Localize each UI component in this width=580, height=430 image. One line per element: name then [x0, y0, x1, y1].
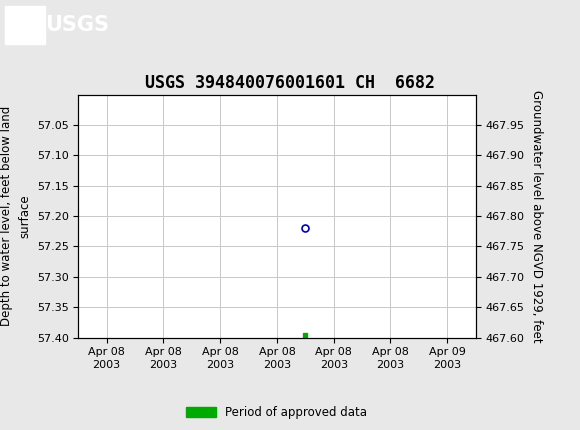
Y-axis label: Groundwater level above NGVD 1929, feet: Groundwater level above NGVD 1929, feet [530, 90, 543, 342]
Text: ▩: ▩ [5, 15, 26, 35]
Legend: Period of approved data: Period of approved data [182, 402, 372, 424]
Text: USGS 394840076001601 CH  6682: USGS 394840076001601 CH 6682 [145, 74, 435, 92]
Bar [5, 6, 45, 43]
Text: USGS: USGS [45, 15, 109, 35]
Y-axis label: Depth to water level, feet below land
surface: Depth to water level, feet below land su… [0, 106, 31, 326]
